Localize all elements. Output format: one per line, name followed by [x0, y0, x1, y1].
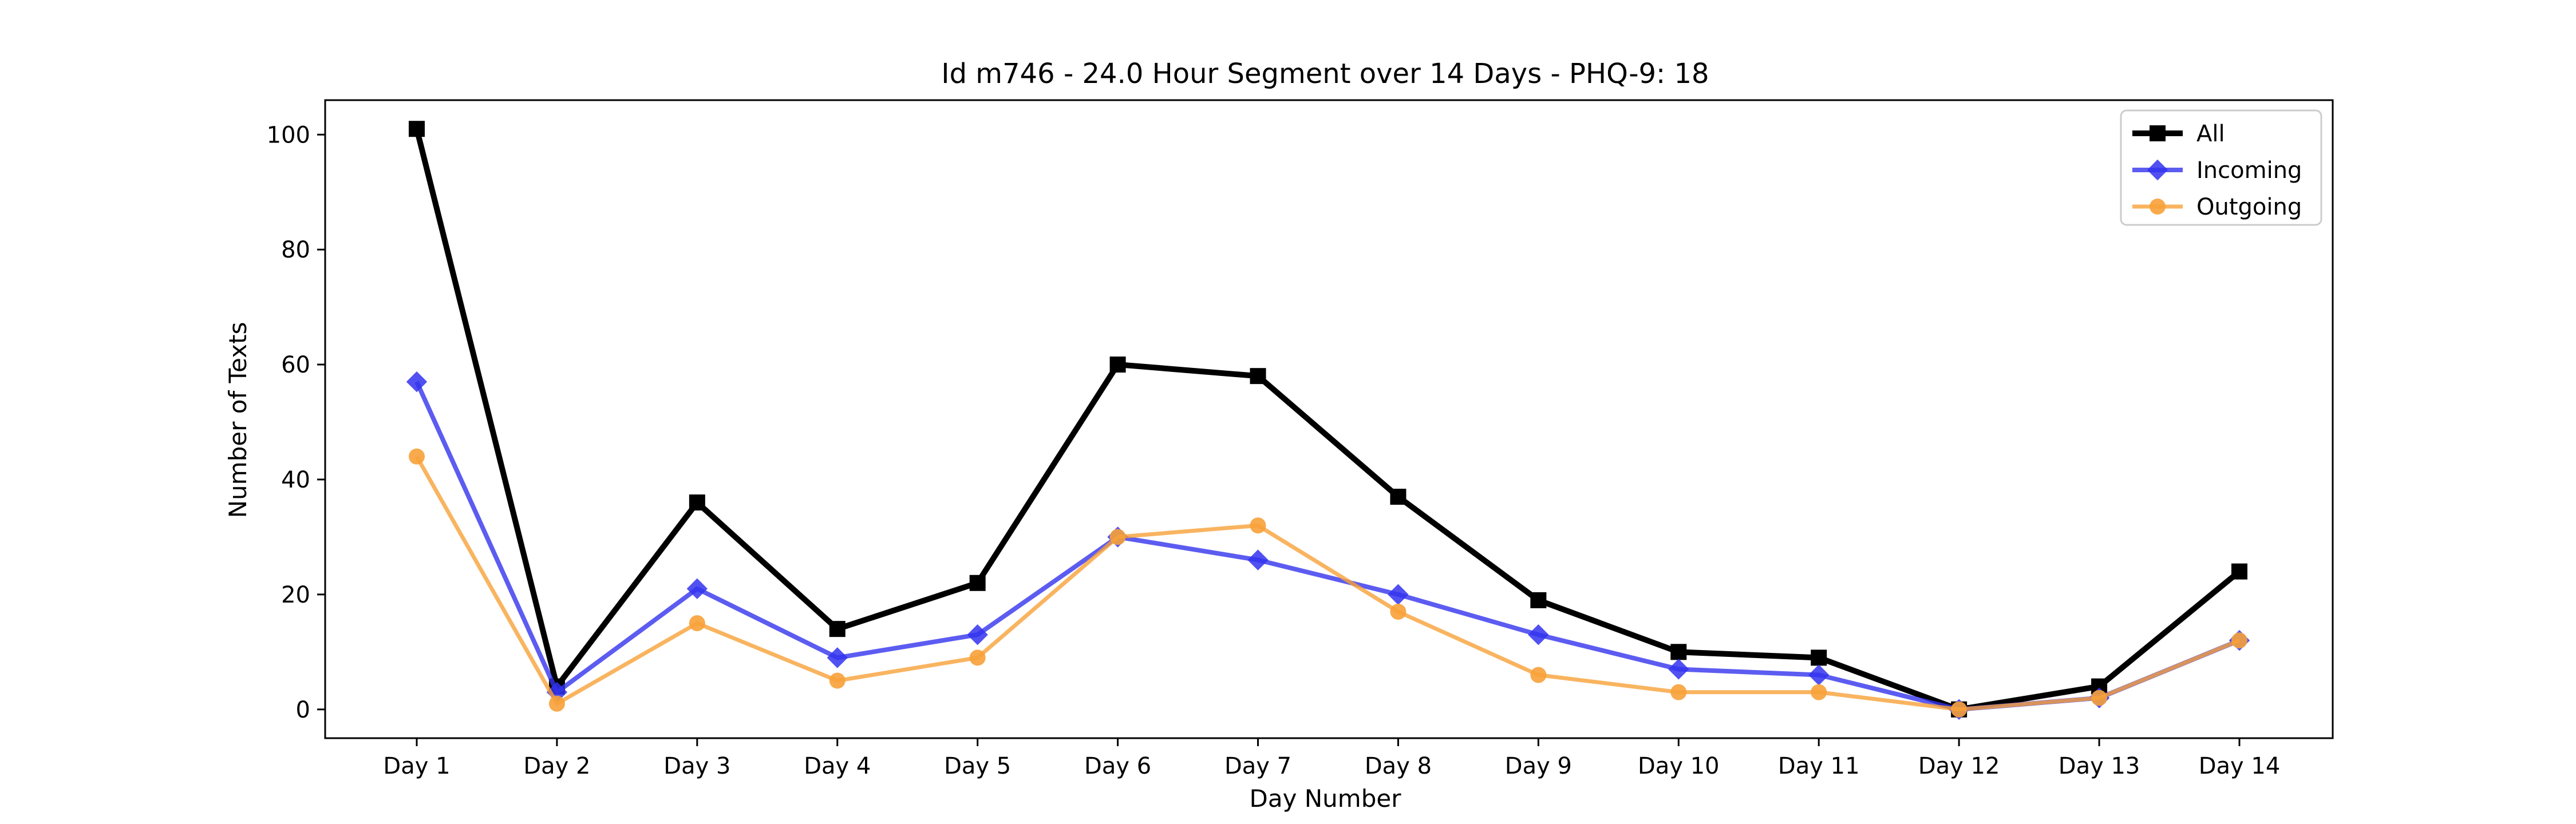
- legend-box: [2120, 109, 2322, 226]
- legend-label-outgoing: Outgoing: [2196, 194, 2302, 220]
- data-point-incoming: [546, 682, 568, 703]
- chart-title: Id m746 - 24.0 Hour Segment over 14 Days…: [941, 58, 1709, 90]
- data-point-outgoing: [1951, 701, 1967, 718]
- data-point-outgoing: [409, 448, 425, 465]
- series-line-outgoing: [414, 455, 2241, 712]
- plot-frame: [324, 99, 2334, 739]
- legend-marker-incoming: [2147, 159, 2168, 181]
- x-tick-label: Day 2: [523, 753, 590, 779]
- legend-label-all: All: [2196, 121, 2225, 147]
- data-point-all: [2231, 563, 2247, 580]
- axis-ticks: Day 1 Day 2 Day 3 Day 4 Day 5 Day 6 Day 7 Day 8…: [267, 122, 2281, 779]
- data-point-incoming: [1808, 664, 1830, 686]
- x-tick-label: Day 8: [1365, 753, 1432, 779]
- data-point-all: [409, 121, 425, 137]
- data-point-incoming: [1388, 584, 1409, 605]
- x-tick-label: Day 13: [2059, 753, 2140, 779]
- data-point-incoming: [1247, 549, 1269, 571]
- series-layer: [406, 121, 2250, 720]
- x-axis-label: Day Number: [1249, 785, 1401, 813]
- y-tick-label: 40: [281, 467, 310, 493]
- series-line-all: [414, 128, 2242, 712]
- y-tick-label: 20: [281, 582, 310, 608]
- data-point-all: [1390, 489, 1406, 505]
- data-point-all: [829, 621, 846, 637]
- x-tick-label: Day 3: [663, 753, 730, 779]
- data-point-outgoing: [2231, 632, 2247, 649]
- x-tick-label: Day 7: [1224, 753, 1291, 779]
- data-point-incoming: [827, 647, 848, 668]
- data-point-outgoing: [1109, 529, 1126, 545]
- data-point-outgoing: [2091, 690, 2108, 706]
- data-point-all: [969, 575, 986, 591]
- data-point-all: [1811, 649, 1827, 666]
- data-point-outgoing: [1530, 667, 1547, 683]
- data-point-all: [1530, 592, 1547, 608]
- x-tick-label: Day 14: [2199, 753, 2281, 779]
- data-point-incoming: [1528, 624, 1549, 645]
- data-point-incoming: [686, 578, 708, 600]
- y-axis-label: Number of Texts: [224, 322, 252, 518]
- legend-label-incoming: Incoming: [2196, 157, 2302, 184]
- legend: All Incoming Outgoing: [2120, 109, 2322, 226]
- legend-marker-all: [2150, 125, 2166, 141]
- x-tick-label: Day 6: [1084, 753, 1151, 779]
- data-point-outgoing: [689, 615, 705, 632]
- data-point-all: [1250, 368, 1266, 385]
- data-point-outgoing: [548, 695, 565, 712]
- series-line-incoming: [414, 381, 2241, 712]
- y-tick-label: 60: [281, 352, 310, 378]
- x-tick-label: Day 4: [804, 753, 871, 779]
- y-tick-label: 100: [267, 122, 310, 148]
- x-tick-label: Day 5: [944, 753, 1011, 779]
- data-point-outgoing: [1670, 684, 1687, 700]
- data-point-outgoing: [969, 649, 986, 666]
- y-tick-label: 80: [281, 237, 310, 263]
- data-point-outgoing: [1390, 604, 1406, 620]
- x-tick-label: Day 1: [383, 753, 450, 779]
- data-point-incoming: [1668, 659, 1689, 680]
- data-point-outgoing: [1811, 684, 1827, 700]
- data-point-outgoing: [829, 672, 846, 689]
- x-tick-label: Day 11: [1778, 753, 1860, 779]
- data-point-all: [1670, 644, 1687, 660]
- series-all: [409, 121, 2247, 718]
- legend-marker-outgoing: [2150, 199, 2166, 215]
- data-point-all: [1109, 356, 1126, 373]
- series-incoming: [406, 371, 2250, 720]
- x-tick-label: Day 10: [1638, 753, 1720, 779]
- data-point-incoming: [967, 624, 988, 645]
- data-point-incoming: [406, 371, 428, 393]
- series-outgoing: [409, 448, 2247, 718]
- data-point-all: [689, 494, 705, 511]
- x-tick-label: Day 12: [1918, 753, 2000, 779]
- y-tick-label: 0: [296, 697, 310, 723]
- data-point-outgoing: [1250, 517, 1266, 534]
- x-tick-label: Day 9: [1505, 753, 1572, 779]
